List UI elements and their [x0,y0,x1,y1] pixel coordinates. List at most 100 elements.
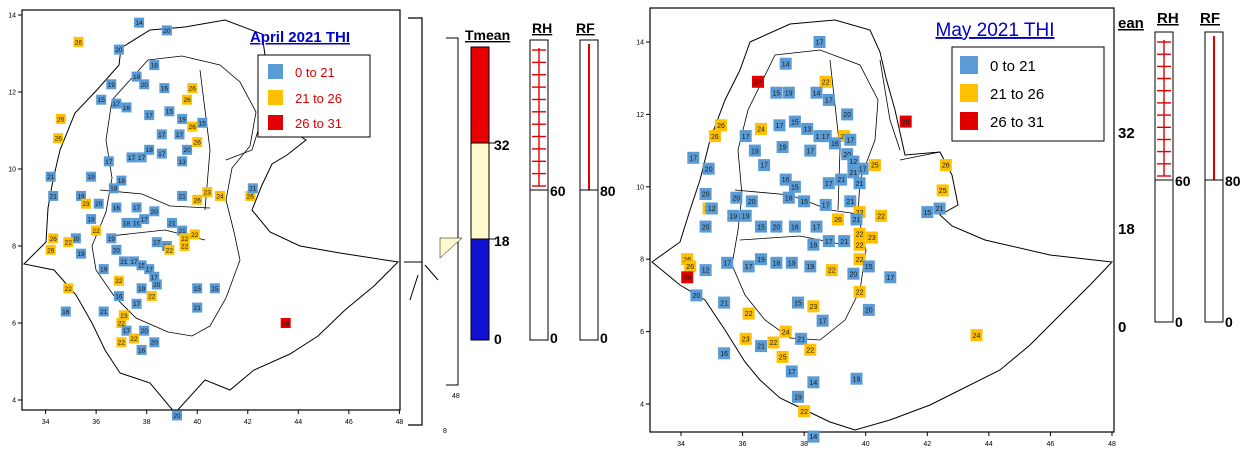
station-value: 16 [791,224,799,231]
station-marker: 26 [55,113,66,124]
station-marker: 22 [853,227,866,240]
station-square [868,159,881,172]
station-marker: 17 [149,271,160,282]
station-value: 16 [115,294,123,301]
x-tick-label: 48 [396,419,404,426]
station-square [209,283,220,294]
station-square [807,300,820,313]
station-marker: 17 [156,148,167,159]
station-value: 17 [806,148,814,155]
rh-gauge-right [1154,31,1174,323]
station-value: 17 [760,163,768,170]
station-square [819,130,832,143]
station-value: 19 [729,213,737,220]
station-square [813,36,826,48]
station-value: 16 [785,195,793,202]
april-legend: 0 to 21 21 to 26 26 to 31 [257,54,371,138]
station-square [70,233,81,244]
station-value: 20 [865,308,873,315]
station-value: 20 [141,82,149,89]
station-square [187,83,198,94]
station-marker: 17 [742,260,755,273]
station-value: 18 [118,178,126,185]
station-value: 17 [825,181,833,188]
station-value: 20 [850,271,858,278]
rh-gauge-label: RH [532,20,552,36]
station-value: 22 [806,347,814,354]
station-value: 15 [211,286,219,293]
station-marker: 26 [45,244,56,255]
station-square [164,244,175,255]
station-marker: 20 [149,206,160,217]
legend-label-mid: 21 to 26 [295,91,342,106]
station-value: 19 [742,213,750,220]
station-square [182,144,193,155]
station-square [690,289,703,302]
station-marker: 16 [136,344,147,355]
station-square [189,229,200,240]
station-value: 12 [850,159,858,166]
station-marker: 19 [106,233,117,244]
station-marker: 19 [792,390,804,403]
station-square [63,237,74,248]
station-marker: 23 [865,231,878,244]
station-marker: 17 [139,214,150,225]
station-marker: 22 [129,333,139,344]
station-value: 17 [776,123,784,130]
station-square [705,202,718,215]
tmean-gauge-label-right: ean [1118,15,1144,32]
station-marker: 21 [167,217,177,228]
station-square [804,144,817,157]
station-value: 19 [794,394,802,401]
station-value: 27 [754,80,762,87]
station-marker: 18 [131,71,142,82]
station-value: 24 [757,127,765,134]
station-square [715,119,727,132]
station-marker: 17 [884,271,897,284]
station-square [785,365,798,378]
station-value: 20 [748,199,756,206]
station-value: 17 [886,275,894,282]
station-square [63,283,74,294]
station-marker: 22 [804,343,817,356]
station-value: 22 [856,232,864,239]
station-square [853,177,866,190]
station-value: 20 [151,340,159,347]
station-marker: 26 [182,94,193,105]
station-value: 16 [123,105,131,112]
station-square [745,195,758,208]
station-marker: 22 [853,253,866,266]
y-tick-label: 12 [636,112,644,119]
station-marker: 19 [76,248,86,259]
station-marker: 26 [939,159,952,172]
station-value: 14 [810,434,818,441]
station-value: 21 [936,206,944,213]
station-square [699,220,712,233]
aux-bracket-2 [446,37,459,386]
station-marker: 21 [45,171,56,182]
station-square [187,121,198,132]
station-value: 21 [720,300,728,307]
station-square [136,344,147,355]
station-value: 17 [816,40,824,47]
station-square [192,302,203,313]
station-square [121,217,132,228]
station-value: 20 [173,413,181,420]
station-value: 16 [133,220,141,227]
station-value: 26 [57,116,65,123]
station-value: 17 [689,156,697,163]
tmean-gauge-label: Tmean [465,27,510,43]
station-value: 15 [794,300,802,307]
station-value: 22 [65,240,73,247]
station-value: 13 [178,159,186,166]
x-tick-label: 34 [42,419,50,426]
station-value: 22 [770,340,778,347]
station-value: 14 [135,20,143,27]
station-square [822,177,835,190]
station-square [245,190,256,201]
station-value: 17 [123,328,131,335]
station-value: 18 [773,261,781,268]
station-square [730,191,743,204]
station-square [850,213,863,226]
